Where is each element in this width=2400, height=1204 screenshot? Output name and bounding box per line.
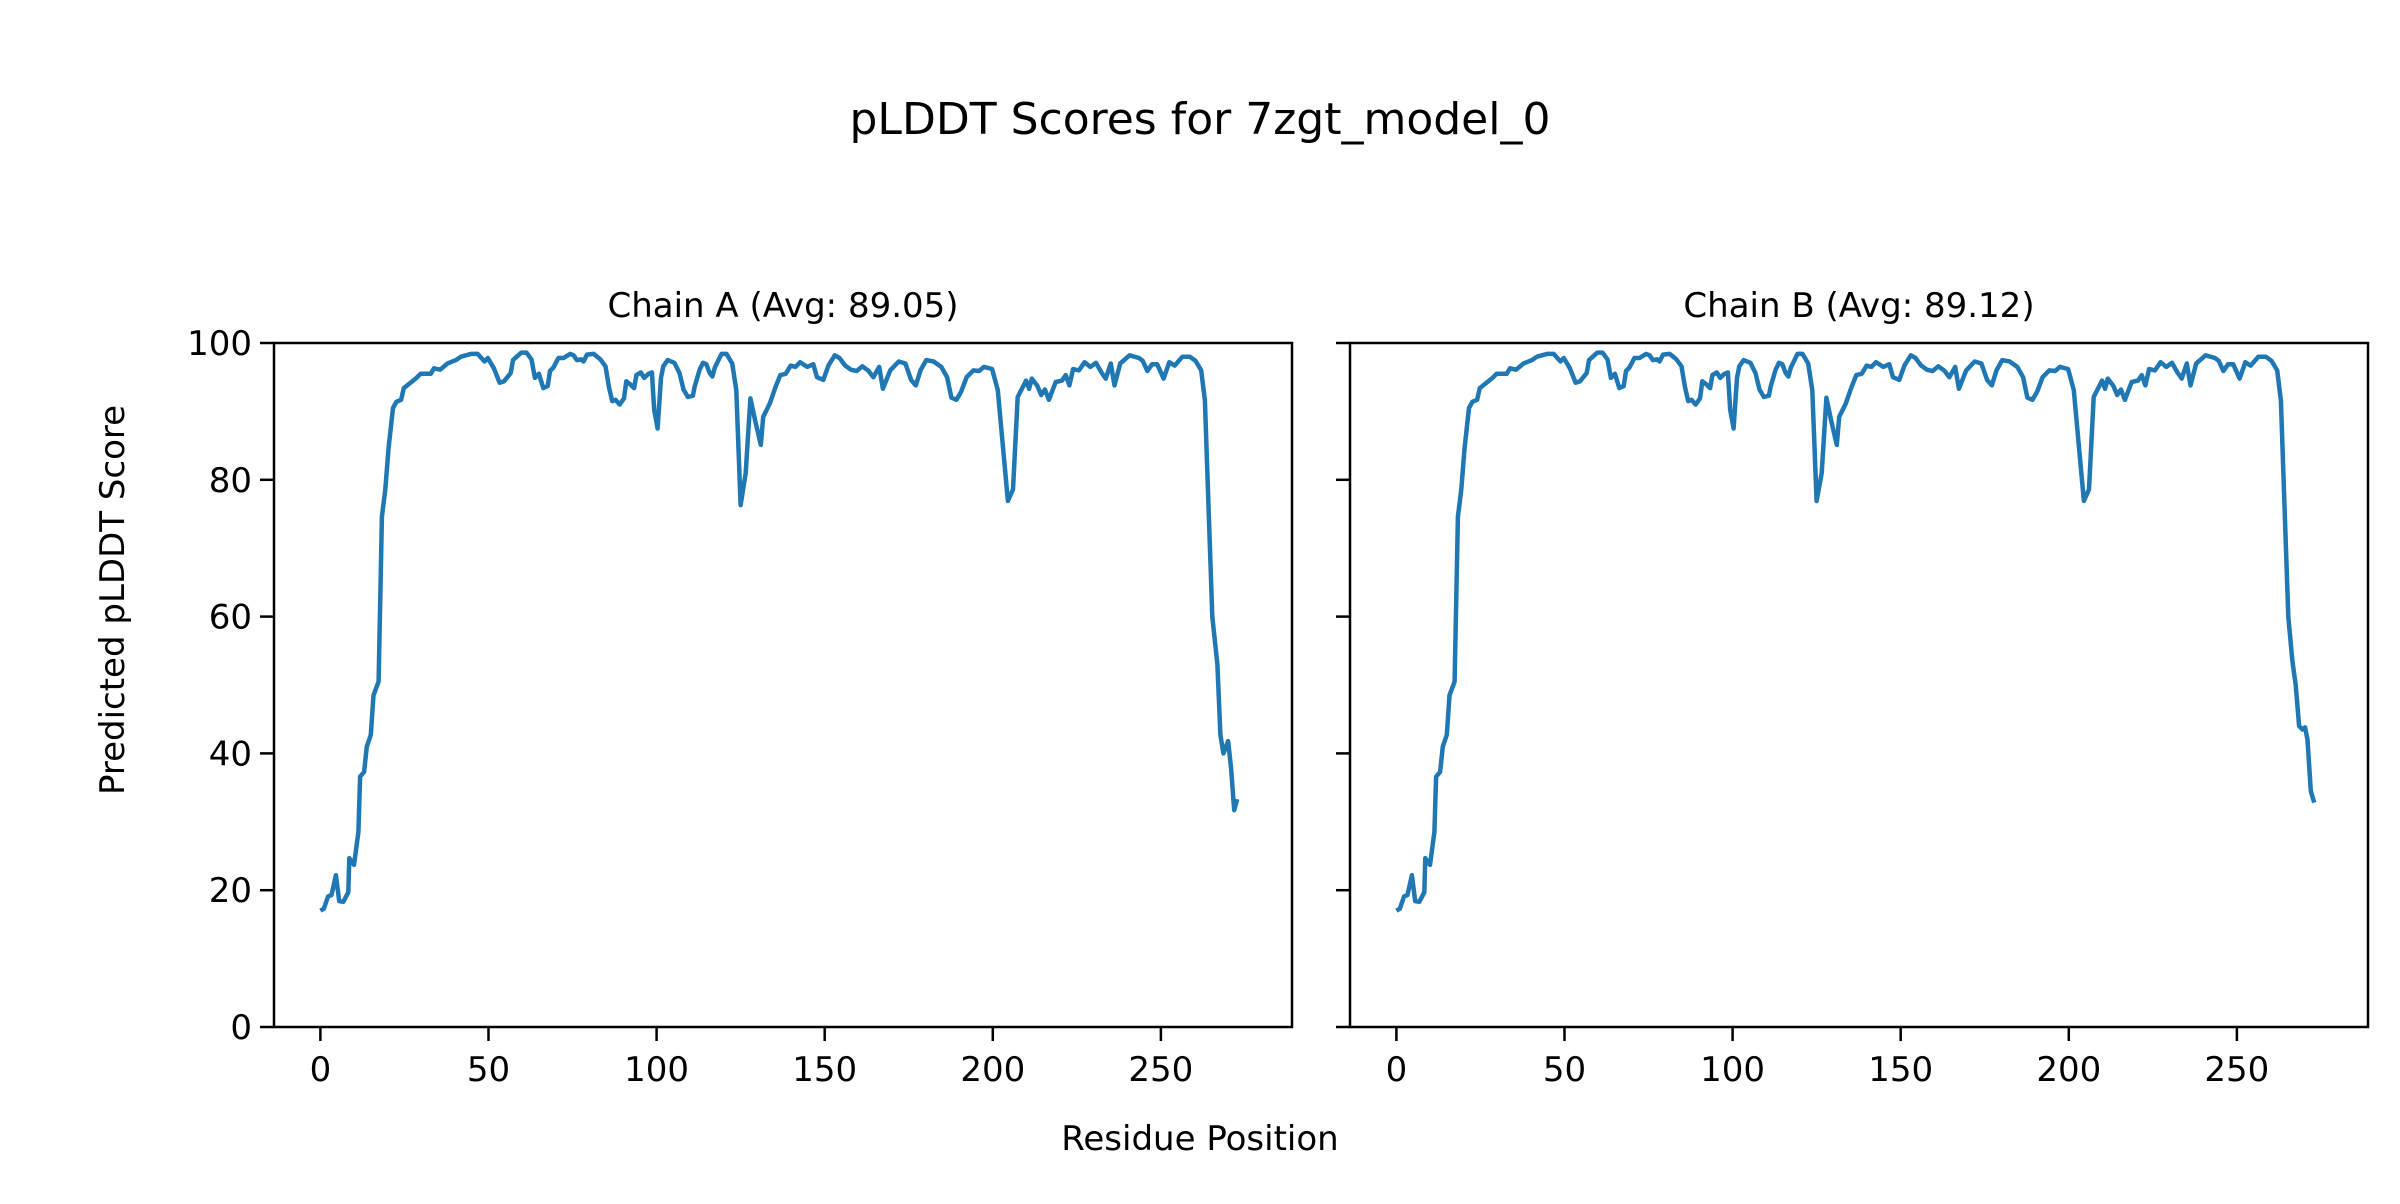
x-tick-label: 100 bbox=[1700, 1050, 1765, 1090]
x-tick-label: 50 bbox=[467, 1050, 510, 1090]
x-tick-label: 200 bbox=[960, 1050, 1025, 1090]
y-tick-label: 60 bbox=[209, 598, 252, 638]
panel-title: Chain A (Avg: 89.05) bbox=[607, 286, 958, 326]
plddt-line-series bbox=[319, 350, 1240, 913]
x-tick-label: 150 bbox=[792, 1050, 857, 1090]
x-tick-label: 100 bbox=[624, 1050, 689, 1090]
plddt-line-series bbox=[1395, 350, 2317, 913]
x-tick-label: 0 bbox=[1386, 1050, 1408, 1090]
y-axis-label: Predicted pLDDT Score bbox=[93, 405, 133, 795]
x-tick-label: 150 bbox=[1868, 1050, 1933, 1090]
y-tick-label: 0 bbox=[230, 1008, 252, 1048]
figure-title: pLDDT Scores for 7zgt_model_0 bbox=[850, 94, 1551, 145]
x-tick-label: 250 bbox=[2204, 1050, 2269, 1090]
panel-chain-a: Chain A (Avg: 89.05) 0 50 100 150 200 250 0 20 40… bbox=[187, 286, 1294, 1090]
x-tick-label: 250 bbox=[1128, 1050, 1193, 1090]
axes-frame bbox=[272, 341, 1294, 1029]
y-tick-label: 40 bbox=[209, 734, 252, 774]
x-tick-label: 200 bbox=[2036, 1050, 2101, 1090]
x-axis-label: Residue Position bbox=[1061, 1119, 1338, 1159]
panel-title: Chain B (Avg: 89.12) bbox=[1683, 286, 2034, 326]
y-tick-label: 100 bbox=[187, 324, 252, 364]
x-tick-label: 0 bbox=[310, 1050, 332, 1090]
y-tick-label: 80 bbox=[209, 461, 252, 501]
axes-frame bbox=[1348, 341, 2370, 1029]
panel-chain-b: Chain B (Avg: 89.12) 0 50 100 150 200 250 bbox=[1336, 286, 2370, 1090]
y-tick-label: 20 bbox=[209, 871, 252, 911]
x-tick-label: 50 bbox=[1543, 1050, 1586, 1090]
